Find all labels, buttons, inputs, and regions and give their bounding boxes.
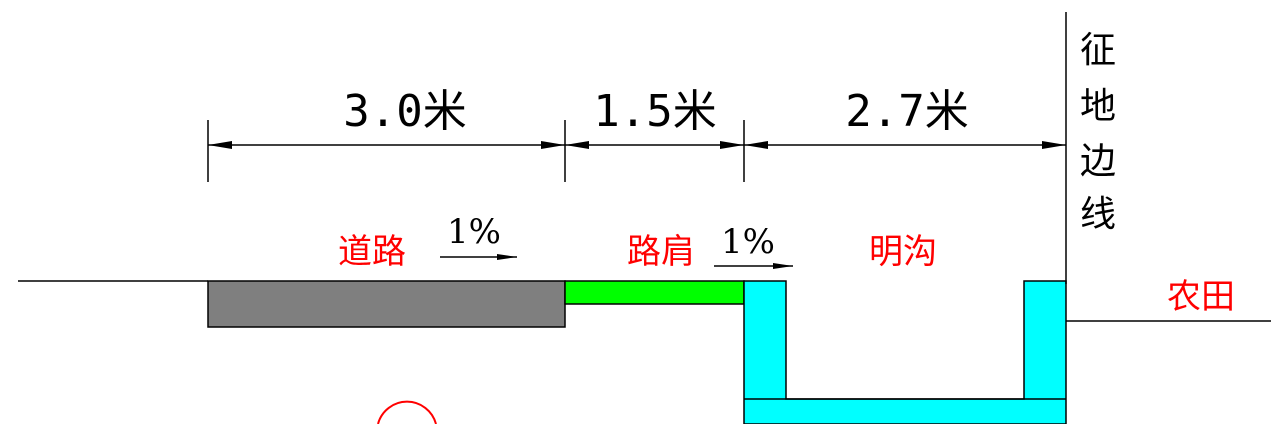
red-circle-marker bbox=[377, 400, 437, 424]
label-farmland: 农田 bbox=[1167, 277, 1235, 317]
shoulder-surface bbox=[564, 280, 745, 305]
label-shoulder: 路肩 bbox=[627, 232, 695, 272]
label-road: 道路 bbox=[338, 232, 406, 272]
boundary-label-char-4: 线 bbox=[1080, 194, 1116, 235]
road-surface bbox=[207, 280, 566, 328]
boundary-label-char-1: 征 bbox=[1080, 30, 1116, 71]
ditch-channel bbox=[743, 280, 1067, 424]
dim-text-shoulder: 1.5米 bbox=[593, 86, 716, 137]
boundary-label-char-2: 地 bbox=[1080, 86, 1116, 127]
boundary-label-char-3: 边 bbox=[1080, 141, 1116, 182]
slope-text-road: 1% bbox=[447, 212, 501, 252]
dim-text-ditch: 2.7米 bbox=[845, 86, 968, 137]
label-ditch: 明沟 bbox=[869, 232, 937, 272]
slope-text-shoulder: 1% bbox=[721, 222, 775, 262]
dim-text-road: 3.0米 bbox=[343, 86, 466, 137]
